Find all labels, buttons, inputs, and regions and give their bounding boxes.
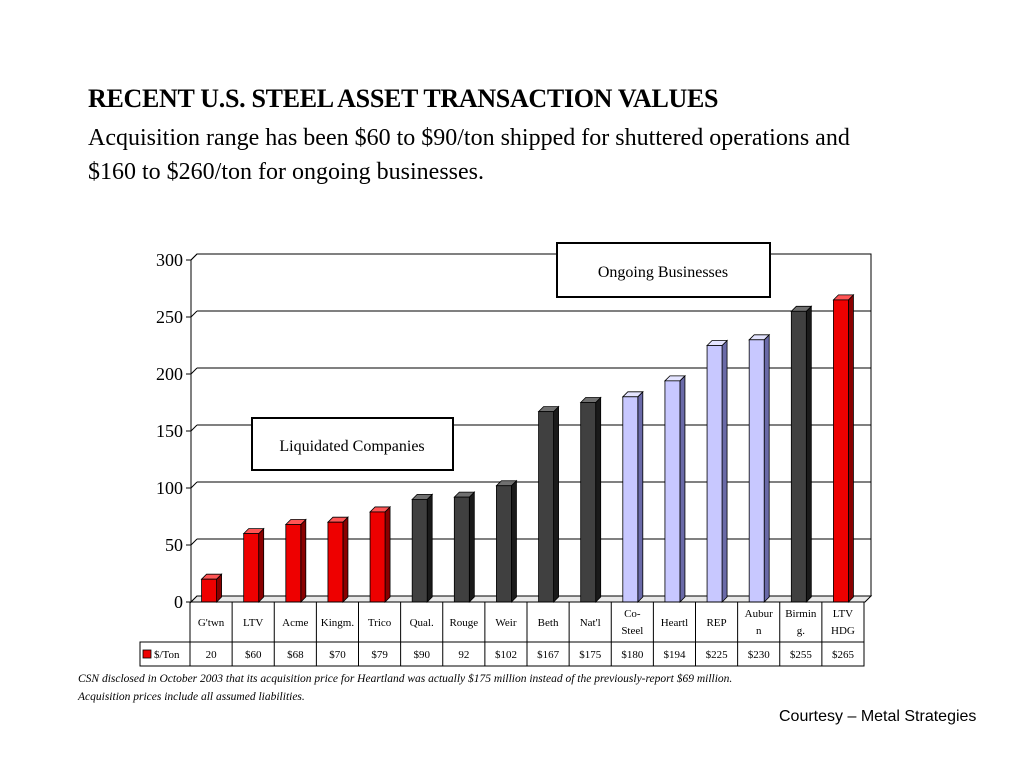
- x-tick-label: LTV: [833, 608, 853, 620]
- bar: [622, 396, 639, 603]
- gridline-side: [190, 424, 198, 432]
- x-tick-label: Acme: [282, 617, 308, 629]
- x-tick-label: G'twn: [198, 617, 225, 629]
- x-tick-label: LTV: [243, 617, 263, 629]
- bar: [411, 498, 428, 603]
- x-tick-label: Beth: [538, 617, 559, 629]
- bar-side: [848, 293, 854, 603]
- bar-side: [384, 505, 391, 603]
- gridline-side: [190, 367, 198, 375]
- x-tick-label: Aubur: [745, 608, 773, 620]
- gridline-side: [190, 310, 198, 318]
- gridline-side: [190, 253, 198, 261]
- x-tick-label: HDG: [831, 625, 855, 637]
- bar: [369, 511, 386, 603]
- data-label: $180: [621, 649, 644, 661]
- x-tick-label: Birmin: [785, 608, 817, 620]
- bar-side: [637, 390, 644, 603]
- bar-side: [511, 479, 517, 603]
- bar: [748, 339, 765, 603]
- y-tick-label: 50: [165, 535, 183, 555]
- data-label: $255: [790, 649, 813, 661]
- bar: [243, 533, 260, 603]
- footnote: CSN disclosed in October 2003 that its a…: [78, 670, 732, 706]
- x-tick-label: Rouge: [449, 617, 478, 629]
- bar-side: [595, 396, 602, 603]
- data-label: 92: [458, 649, 469, 661]
- y-tick-label: 200: [156, 364, 183, 384]
- gridline-side: [190, 481, 198, 489]
- data-label: $90: [413, 649, 430, 661]
- bar: [201, 578, 217, 603]
- x-tick-label: Qual.: [410, 617, 434, 629]
- bar-side: [763, 333, 770, 603]
- annotation-liquidated: Liquidated Companies: [279, 438, 424, 455]
- y-tick-label: 0: [174, 592, 183, 612]
- legend-swatch: [142, 649, 152, 659]
- legend-label: $/Ton: [154, 649, 180, 661]
- gridline-side: [190, 538, 198, 546]
- bar: [327, 521, 344, 603]
- bar-side: [426, 493, 433, 603]
- bar-side: [721, 339, 728, 603]
- y-tick-label: 300: [156, 250, 183, 270]
- bar: [453, 496, 470, 603]
- bar: [706, 345, 723, 603]
- data-label: $68: [287, 649, 304, 661]
- bar-side: [300, 518, 307, 603]
- footnote-line-2: Acquisition prices include all assumed l…: [78, 691, 305, 703]
- x-tick-label: Weir: [495, 617, 516, 629]
- x-tick-label: n: [756, 625, 762, 637]
- x-tick-label: REP: [706, 617, 726, 629]
- bar: [833, 299, 849, 603]
- bar: [790, 310, 807, 603]
- data-label: $230: [748, 649, 771, 661]
- x-tick-label: Heartl: [661, 617, 688, 629]
- data-label: $194: [663, 649, 686, 661]
- credit-text: Courtesy – Metal Strategies: [779, 708, 977, 725]
- bar-side: [342, 516, 349, 603]
- slide-subtitle: Acquisition range has been $60 to $90/to…: [88, 125, 850, 185]
- x-tick-label: Steel: [621, 625, 643, 637]
- data-label: $265: [832, 649, 855, 661]
- bar-side: [468, 491, 475, 603]
- data-label: $225: [706, 649, 729, 661]
- bar: [580, 402, 597, 603]
- x-tick-label: Nat'l: [580, 617, 601, 629]
- bar: [285, 524, 302, 603]
- bar: [538, 411, 554, 603]
- bar: [496, 485, 512, 603]
- data-label: 20: [206, 649, 218, 661]
- bar-side: [679, 374, 686, 603]
- bar-side: [258, 527, 265, 603]
- y-tick-label: 250: [156, 307, 183, 327]
- bar: [664, 380, 681, 603]
- data-label: $167: [537, 649, 560, 661]
- bar-side: [805, 305, 812, 603]
- x-tick-label: Co-: [624, 608, 641, 620]
- data-label: $70: [329, 649, 346, 661]
- data-label: $102: [495, 649, 517, 661]
- x-tick-label: Trico: [368, 617, 392, 629]
- x-tick-label: g.: [797, 625, 806, 637]
- data-label: $175: [579, 649, 602, 661]
- y-tick-label: 150: [156, 421, 183, 441]
- table-value-row: [139, 641, 865, 667]
- y-tick-label: 100: [156, 478, 183, 498]
- slide-title: RECENT U.S. STEEL ASSET TRANSACTION VALU…: [88, 84, 719, 113]
- bar-chart: 0 50 100 150 200 250 300 $/Ton G'twn 20 LTV $60 Acme…: [139, 242, 873, 667]
- data-label: $60: [245, 649, 262, 661]
- annotation-liquidated-box: [251, 417, 454, 471]
- x-tick-label: Kingm.: [321, 617, 355, 629]
- annotation-ongoing: Ongoing Businesses: [598, 264, 728, 281]
- data-label: $79: [371, 649, 388, 661]
- annotation-ongoing-box: [556, 242, 771, 298]
- bar-side: [553, 405, 559, 603]
- footnote-line-1: CSN disclosed in October 2003 that its a…: [78, 673, 733, 685]
